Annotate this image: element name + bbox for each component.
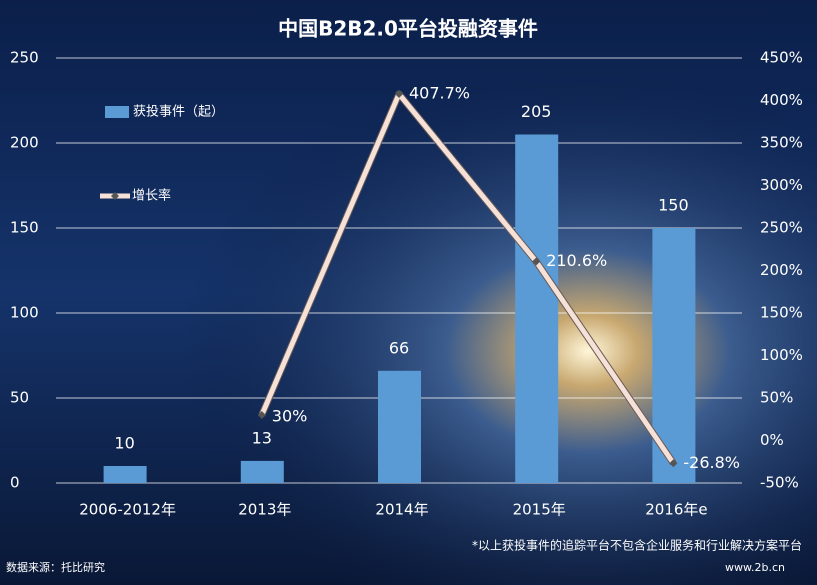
legend-swatch [105, 106, 129, 118]
legend-label: 增长率 [132, 188, 171, 204]
line [259, 91, 676, 465]
line-marker [532, 257, 541, 266]
line-value-label: 407.7% [409, 83, 470, 102]
y2-tick-label: -50% [760, 474, 799, 492]
y2-tick-label: 300% [760, 176, 803, 194]
x-tick-label: 2013年 [238, 501, 291, 519]
bar-value-label: 13 [252, 428, 272, 447]
y2-tick-label: 400% [760, 91, 803, 109]
bar [515, 134, 559, 483]
bar [240, 460, 284, 483]
y2-tick-label: 450% [760, 49, 803, 67]
line-marker [257, 411, 266, 419]
line-marker [395, 89, 403, 98]
y2-tick-label: 0% [760, 431, 784, 449]
line-value-label: 30% [272, 407, 308, 426]
bar-value-label: 150 [658, 196, 689, 215]
x-tick-label: 2016年e [645, 501, 707, 519]
y-tick-label: 100 [10, 304, 39, 322]
y-tick-label: 150 [10, 219, 39, 237]
line-value-label: -26.8% [683, 453, 740, 472]
source: 数据来源：托比研究 [6, 560, 105, 574]
line-value-label: 210.6% [546, 251, 607, 270]
y2-tick-label: 200% [760, 261, 803, 279]
bar-value-label: 205 [521, 102, 552, 121]
y2-tick-label: 50% [760, 389, 793, 407]
line-marker [669, 459, 678, 468]
legend-label: 获投事件（起） [133, 104, 224, 120]
x-tick-label: 2015年 [513, 501, 566, 519]
bar-value-label: 66 [389, 338, 409, 357]
y2-tick-label: 350% [760, 134, 803, 152]
y2-tick-label: 100% [760, 346, 803, 364]
x-tick-label: 2006-2012年 [79, 501, 176, 519]
footnote: *以上获投事件的追踪平台不包含企业服务和行业解决方案平台 [472, 538, 802, 553]
bar-value-label: 10 [114, 434, 134, 453]
y-tick-label: 250 [10, 49, 39, 67]
y2-tick-label: 250% [760, 219, 803, 237]
y-tick-label: 50 [10, 389, 29, 407]
y-tick-label: 200 [10, 134, 39, 152]
chart-title: 中国B2B2.0平台投融资事件 [278, 17, 538, 41]
legend-marker [111, 192, 119, 200]
y2-tick-label: 150% [760, 304, 803, 322]
bar [378, 370, 421, 483]
x-tick-label: 2014年 [375, 501, 428, 519]
bar [103, 466, 147, 483]
website: www.2b.cn [725, 561, 785, 574]
y-tick-label: 0 [10, 474, 20, 492]
